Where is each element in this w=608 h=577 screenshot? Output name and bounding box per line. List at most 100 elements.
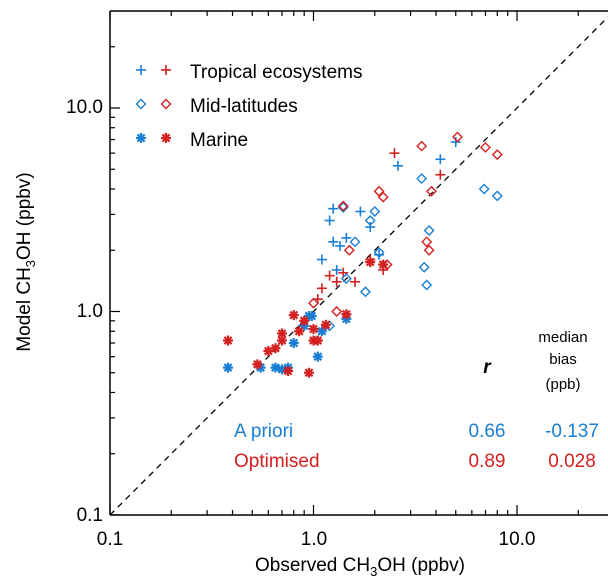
data-point-plus <box>350 276 361 287</box>
data-point-asterisk <box>320 319 331 330</box>
stats-row-optimised-bias: 0.028 <box>548 451 596 472</box>
stats-row-apriori-r: 0.66 <box>469 421 506 442</box>
data-point-diamond <box>373 246 385 258</box>
data-point-diamond <box>479 141 491 153</box>
data-point-plus <box>324 270 335 281</box>
x-axis-label: Observed CH3OH (ppbv) <box>255 555 465 577</box>
data-point-diamond <box>349 236 361 248</box>
data-point-asterisk <box>252 359 263 370</box>
data-point-plus <box>328 203 339 214</box>
x-tick-label: 1.0 <box>301 529 327 550</box>
x-tick-labels: 0.1 1.0 10.0 <box>97 529 536 550</box>
data-point-asterisk <box>316 326 327 337</box>
data-point-diamond <box>340 273 352 285</box>
stats-header-median: median <box>538 329 587 346</box>
data-point-asterisk <box>312 335 323 346</box>
data-point-diamond <box>452 131 463 143</box>
data-point-diamond <box>421 236 433 248</box>
legend-symbols <box>135 65 172 143</box>
data-point-diamond <box>331 306 343 317</box>
x-tick-label: 10.0 <box>499 529 536 550</box>
data-point-plus <box>341 232 352 243</box>
data-point-asterisk <box>341 309 352 320</box>
stats-row-apriori-name: A priori <box>234 421 293 442</box>
legend-symbol-optimised <box>160 98 172 110</box>
stats-header-unit: (ppb) <box>545 376 580 393</box>
data-point-asterisk <box>222 362 233 373</box>
stats-row-apriori-bias: -0.137 <box>545 421 599 442</box>
data-point-asterisk <box>270 343 281 354</box>
data-point-plus <box>316 254 327 265</box>
data-point-diamond <box>308 297 319 309</box>
data-point-asterisk <box>365 257 376 268</box>
legend-symbol-optimised <box>161 133 171 143</box>
data-point-diamond <box>421 279 433 291</box>
y-tick-label: 0.1 <box>77 505 103 526</box>
legend-symbol-optimised <box>161 65 171 75</box>
data-point-diamond <box>425 185 437 197</box>
data-point-diamond <box>491 149 503 161</box>
data-point-diamond <box>416 173 428 185</box>
data-point-asterisk <box>288 338 299 349</box>
data-point-plus <box>392 160 403 171</box>
data-point-plus <box>435 169 446 180</box>
data-point-asterisk <box>294 326 305 337</box>
data-point-diamond <box>377 191 389 203</box>
one-to-one-line <box>110 16 608 515</box>
y-tick-labels: 0.1 1.0 10.0 <box>66 97 103 526</box>
data-point-diamond <box>423 244 435 256</box>
stats-table: median bias (ppb) r A priori 0.66 -0.137… <box>234 329 599 472</box>
data-point-diamond <box>423 225 435 237</box>
data-point-diamond <box>359 286 371 298</box>
data-point-plus <box>335 240 346 251</box>
data-point-diamond <box>369 206 381 217</box>
axis-ticks <box>109 11 579 516</box>
legend-symbol-apriori <box>136 65 146 75</box>
stats-row-optimised-r: 0.89 <box>469 451 506 472</box>
plot-frame <box>109 10 608 516</box>
data-point-asterisk <box>378 259 389 270</box>
data-point-diamond <box>364 215 376 226</box>
data-points <box>222 131 503 378</box>
data-point-plus <box>355 206 366 217</box>
data-point-diamond <box>343 244 355 256</box>
data-point-plus <box>331 276 342 287</box>
data-point-plus <box>331 264 342 275</box>
data-point-asterisk <box>312 351 323 362</box>
data-point-asterisk <box>276 328 287 339</box>
legend-label-marine: Marine <box>190 130 248 151</box>
data-point-asterisk <box>306 311 317 322</box>
data-point-plus <box>328 236 339 247</box>
x-tick-label: 0.1 <box>97 529 123 550</box>
data-point-plus <box>365 222 376 233</box>
legend-label-tropical: Tropical ecosystems <box>190 62 362 83</box>
legend: Tropical ecosystems Mid-latitudes Marine <box>135 62 362 151</box>
data-point-plus <box>324 215 335 226</box>
stats-row-optimised-name: Optimised <box>234 451 320 472</box>
data-point-plus <box>435 154 446 165</box>
data-point-asterisk <box>270 362 281 373</box>
y-tick-label: 10.0 <box>66 97 103 118</box>
y-axis-label: Model CH3OH (ppbv) <box>14 172 38 351</box>
data-point-diamond <box>337 200 349 212</box>
data-point-diamond <box>478 183 490 195</box>
legend-label-midlat: Mid-latitudes <box>190 96 298 117</box>
data-point-asterisk <box>288 310 299 321</box>
data-point-diamond <box>416 140 428 152</box>
data-point-asterisk <box>222 335 233 346</box>
data-point-plus <box>316 283 327 294</box>
legend-symbol-apriori <box>135 98 147 110</box>
data-point-plus <box>338 267 349 278</box>
data-point-asterisk <box>303 367 314 378</box>
data-point-asterisk <box>299 315 310 326</box>
data-point-diamond <box>418 261 430 273</box>
data-point-plus <box>389 148 400 159</box>
stats-header-bias: bias <box>549 351 577 368</box>
data-point-plus <box>374 249 385 260</box>
y-tick-label: 1.0 <box>77 301 103 322</box>
stats-header-r: r <box>483 357 492 378</box>
data-point-diamond <box>337 201 349 213</box>
data-point-diamond <box>491 190 503 202</box>
data-point-asterisk <box>276 335 287 346</box>
